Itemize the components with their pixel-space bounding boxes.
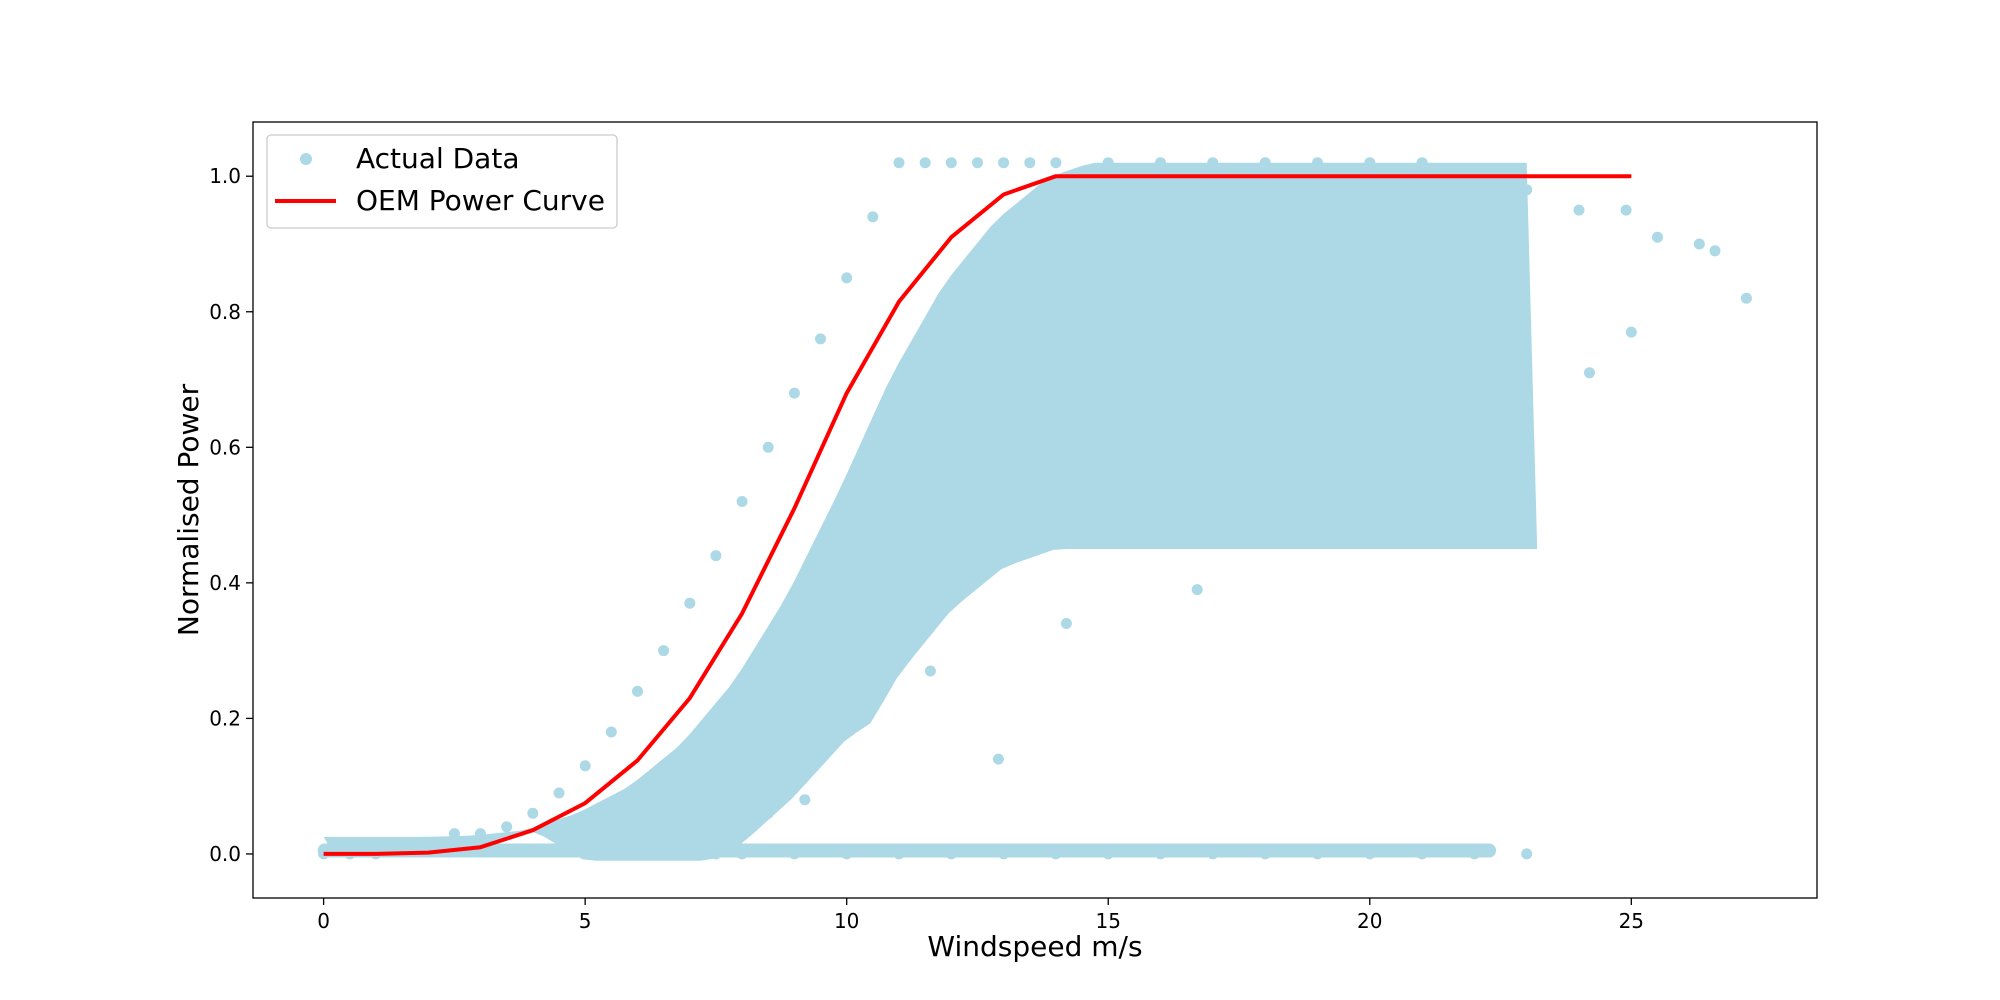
scatter-point xyxy=(788,848,800,860)
scatter-point xyxy=(579,760,591,772)
scatter-point xyxy=(710,848,722,860)
scatter-point xyxy=(762,807,774,819)
scatter-point xyxy=(736,496,748,507)
scatter-point xyxy=(475,828,486,840)
scatter-point xyxy=(422,841,434,853)
scatter-point xyxy=(841,848,853,860)
scatter-point xyxy=(924,665,936,677)
scatter-point xyxy=(998,157,1010,169)
scatter-point xyxy=(1332,523,1344,535)
scatter-point xyxy=(1207,848,1219,860)
scatter-density-region xyxy=(323,162,1538,861)
scatter-density-cloud xyxy=(317,162,1538,861)
y-axis-ticks: 0.0 0.2 0.4 0.6 0.8 1.0 xyxy=(209,164,253,866)
scatter-point xyxy=(448,828,460,840)
scatter-point xyxy=(1709,245,1721,257)
scatter-point xyxy=(1740,292,1752,304)
scatter-point xyxy=(972,157,983,169)
scatter-point xyxy=(658,645,670,657)
scatter-point xyxy=(1060,618,1072,629)
scatter-point xyxy=(553,787,565,799)
scatter-point xyxy=(919,157,931,169)
scatter-point xyxy=(1364,157,1376,169)
scatter-point xyxy=(1259,848,1271,860)
scatter-point xyxy=(501,821,513,833)
x-axis-ticks: 0 5 10 15 20 25 xyxy=(317,898,1644,933)
y-tick-label: 0.8 xyxy=(209,300,241,324)
legend-label-oem-curve: OEM Power Curve xyxy=(356,184,605,217)
scatter-point xyxy=(1155,157,1166,169)
scatter-points xyxy=(318,157,1752,860)
x-axis-title: Windspeed m/s xyxy=(927,930,1142,963)
scatter-point xyxy=(1259,157,1271,169)
scatter-point xyxy=(632,685,643,697)
y-tick-label: 0.4 xyxy=(209,571,241,595)
scatter-point xyxy=(945,157,957,169)
scatter-point xyxy=(1521,848,1533,860)
y-tick-label: 0.2 xyxy=(209,706,241,730)
legend-label-actual-data: Actual Data xyxy=(356,142,519,175)
scatter-point xyxy=(1102,848,1114,860)
scatter-point xyxy=(1500,462,1512,474)
x-tick-label: 0 xyxy=(317,909,330,933)
scatter-point xyxy=(1024,157,1036,169)
scatter-point xyxy=(1521,184,1533,196)
scatter-point xyxy=(1155,848,1166,860)
y-tick-label: 1.0 xyxy=(209,164,241,188)
scatter-point xyxy=(998,848,1010,860)
scatter-point xyxy=(1050,157,1062,169)
scatter-point xyxy=(762,441,774,453)
legend-marker-actual-data xyxy=(300,153,312,165)
scatter-point xyxy=(684,597,696,609)
y-tick-label: 0.6 xyxy=(209,435,241,459)
scatter-point xyxy=(1484,184,1496,196)
legend: Actual Data OEM Power Curve xyxy=(266,134,618,229)
scatter-point xyxy=(1191,584,1203,596)
scatter-point xyxy=(1693,238,1705,250)
scatter-point xyxy=(1625,326,1637,338)
scatter-point xyxy=(1652,231,1663,243)
scatter-point xyxy=(867,211,879,223)
scatter-point xyxy=(893,848,905,860)
scatter-point xyxy=(945,848,957,860)
scatter-point xyxy=(1102,157,1114,169)
x-tick-label: 15 xyxy=(1096,909,1121,933)
scatter-point xyxy=(893,157,905,169)
legend-box xyxy=(266,134,618,229)
x-tick-label: 20 xyxy=(1357,909,1382,933)
scatter-point xyxy=(1390,509,1402,521)
scatter-point xyxy=(1620,204,1632,216)
scatter-point xyxy=(710,550,722,562)
x-tick-label: 10 xyxy=(834,909,859,933)
scatter-point xyxy=(1207,157,1219,169)
x-tick-label: 25 xyxy=(1619,909,1644,933)
scatter-point xyxy=(1584,367,1595,379)
scatter-point xyxy=(1364,848,1376,860)
scatter-point xyxy=(799,794,811,806)
plot-frame xyxy=(252,121,1818,899)
scatter-point xyxy=(1468,848,1480,860)
scatter-point xyxy=(1050,848,1062,860)
scatter-point xyxy=(1573,204,1585,216)
scatter-point xyxy=(856,712,868,724)
scatter-point xyxy=(1416,848,1428,860)
scatter-point xyxy=(1458,489,1470,501)
y-tick-label: 0.0 xyxy=(209,842,241,866)
y-axis-title: Normalised Power xyxy=(172,383,205,636)
oem-curve-layer xyxy=(323,174,1632,856)
scatter-point xyxy=(527,807,539,819)
scatter-point xyxy=(841,272,853,284)
scatter-zero-power-band xyxy=(317,843,1497,858)
scatter-point xyxy=(788,387,800,399)
oem-power-curve-line xyxy=(323,174,1632,856)
scatter-point xyxy=(1312,848,1323,860)
scatter-point xyxy=(992,753,1004,765)
scatter-point xyxy=(605,726,617,738)
scatter-point xyxy=(1312,157,1323,169)
scatter-point xyxy=(736,848,748,860)
scatter-point xyxy=(1416,157,1428,169)
x-tick-label: 5 xyxy=(579,909,592,933)
scatter-point xyxy=(815,333,826,345)
